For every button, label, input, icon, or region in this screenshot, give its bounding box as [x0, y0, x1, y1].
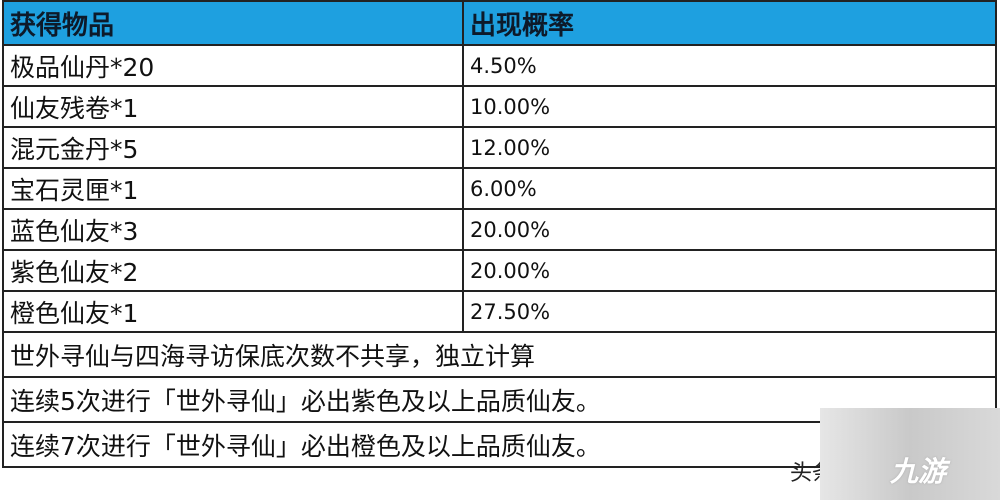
watermark-logo: 九游: [890, 455, 947, 488]
table-row: 仙友残卷*1 10.00%: [2, 85, 997, 128]
rate-cell: 27.50%: [462, 290, 997, 333]
rate-cell: 20.00%: [462, 208, 997, 251]
table-row: 极品仙丹*20 4.50%: [2, 44, 997, 87]
rate-cell: 12.00%: [462, 126, 997, 169]
rate-cell: 10.00%: [462, 85, 997, 128]
item-cell: 蓝色仙友*3: [2, 208, 464, 251]
item-cell: 极品仙丹*20: [2, 44, 464, 87]
header-item: 获得物品: [2, 0, 464, 46]
header-rate: 出现概率: [462, 0, 997, 46]
note-cell: 世外寻仙与四海寻访保底次数不共享，独立计算: [2, 331, 997, 378]
item-cell: 紫色仙友*2: [2, 249, 464, 292]
item-cell: 仙友残卷*1: [2, 85, 464, 128]
table-row: 混元金丹*5 12.00%: [2, 126, 997, 169]
note-row: 世外寻仙与四海寻访保底次数不共享，独立计算: [2, 331, 997, 378]
rate-cell: 4.50%: [462, 44, 997, 87]
watermark-overlay: [820, 408, 1000, 500]
table-row: 紫色仙友*2 20.00%: [2, 249, 997, 292]
item-cell: 橙色仙友*1: [2, 290, 464, 333]
item-cell: 宝石灵匣*1: [2, 167, 464, 210]
table-row: 蓝色仙友*3 20.00%: [2, 208, 997, 251]
table-row: 宝石灵匣*1 6.00%: [2, 167, 997, 210]
rate-cell: 6.00%: [462, 167, 997, 210]
table-header: 获得物品 出现概率: [2, 0, 997, 46]
table-row: 橙色仙友*1 27.50%: [2, 290, 997, 333]
drop-rate-table: 获得物品 出现概率 极品仙丹*20 4.50% 仙友残卷*1 10.00% 混元金丹…: [2, 0, 997, 468]
rate-cell: 20.00%: [462, 249, 997, 292]
item-cell: 混元金丹*5: [2, 126, 464, 169]
